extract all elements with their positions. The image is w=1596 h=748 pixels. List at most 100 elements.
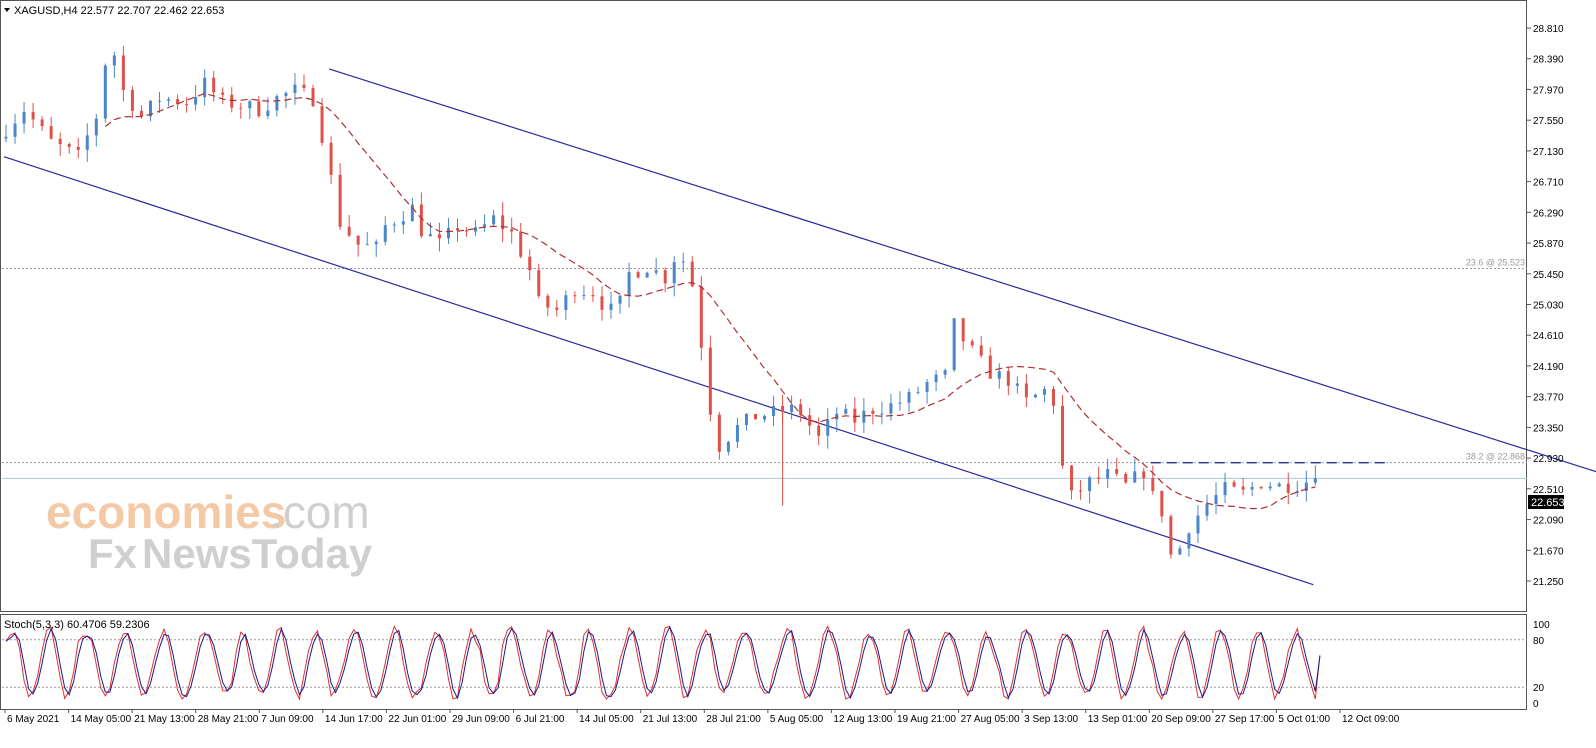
time-tick-label: 29 Jun 09:00: [452, 714, 510, 725]
price-tick-label: 22.510: [1533, 485, 1564, 496]
time-tick-label: 27 Sep 17:00: [1215, 714, 1275, 725]
candle: [1106, 458, 1110, 489]
candle: [58, 132, 62, 157]
lower-channel-line: [3, 156, 1314, 586]
candle: [1268, 481, 1272, 491]
time-tick-label: 21 Jul 13:00: [643, 714, 698, 725]
candle: [85, 123, 89, 162]
stoch-tick-label: 80: [1533, 636, 1545, 647]
candle: [528, 249, 532, 281]
fib-level-label: 38.2 @ 22.868: [1466, 452, 1525, 462]
stoch-plot-frame: [0, 614, 1527, 710]
fib-level-label: 23.6 @ 25.523: [1466, 257, 1525, 267]
price-tick-label: 26.290: [1533, 208, 1564, 219]
candle: [365, 232, 369, 246]
time-tick-label: 22 Jun 01:00: [388, 714, 446, 725]
candle: [1205, 494, 1209, 521]
candle: [76, 137, 80, 159]
candle: [329, 136, 333, 184]
candle: [40, 116, 44, 131]
candle: [1313, 465, 1317, 486]
candle: [401, 211, 405, 234]
time-tick-label: 14 May 05:00: [71, 714, 132, 725]
candle: [347, 215, 351, 238]
candle: [1115, 457, 1119, 477]
price-tick-label: 28.810: [1533, 24, 1564, 35]
candle: [1133, 458, 1137, 484]
candle: [772, 395, 776, 427]
candle: [392, 221, 396, 233]
time-tick-label: 6 May 2021: [7, 714, 60, 725]
candle: [112, 51, 116, 78]
candle: [1214, 482, 1218, 515]
candle: [708, 335, 712, 422]
time-tick-label: 12 Aug 13:00: [833, 714, 892, 725]
candle: [808, 407, 812, 436]
main-plot-frame: [0, 0, 1527, 612]
candle: [1241, 478, 1245, 496]
stoch-main-line: [5, 625, 1321, 701]
candle: [979, 336, 983, 358]
candle: [67, 142, 71, 154]
candle: [1232, 479, 1236, 488]
candle: [437, 222, 441, 252]
candle: [853, 397, 857, 432]
candle: [943, 368, 947, 379]
watermark-newstoday: NewsToday: [142, 530, 373, 577]
price-tick-label: 25.870: [1533, 239, 1564, 250]
candle: [1169, 514, 1173, 559]
candle: [537, 263, 541, 299]
candle: [835, 407, 839, 432]
candle: [1088, 475, 1092, 504]
candle: [591, 286, 595, 302]
candle: [627, 262, 631, 308]
candle: [1079, 479, 1083, 500]
candle: [582, 285, 586, 300]
candle: [356, 235, 360, 257]
candle: [519, 222, 523, 259]
candle: [645, 271, 649, 278]
candle: [302, 74, 306, 92]
candle: [428, 222, 432, 237]
stoch-signal-line: [5, 625, 1321, 700]
time-tick-label: 14 Jul 05:00: [579, 714, 634, 725]
candle: [555, 300, 559, 317]
candle: [1277, 482, 1281, 488]
candle: [194, 85, 198, 111]
candle: [934, 370, 938, 392]
time-tick-label: 28 May 21:00: [198, 714, 259, 725]
time-tick-label: 19 Aug 21:00: [897, 714, 956, 725]
candle: [952, 318, 956, 372]
candle: [636, 270, 640, 279]
stoch-tick-label: 100: [1533, 620, 1550, 631]
candle: [925, 379, 929, 404]
candle: [799, 398, 803, 422]
dropdown-triangle-icon[interactable]: [4, 8, 10, 12]
watermark: economies .com Fx NewsToday: [46, 486, 373, 577]
candle: [907, 388, 911, 412]
stoch-header: Stoch(5,3,3) 60.4706 59.2306: [4, 619, 150, 631]
price-tick-label: 24.610: [1533, 331, 1564, 342]
price-tick-label: 23.770: [1533, 393, 1564, 404]
time-tick-label: 21 May 13:00: [134, 714, 195, 725]
candle: [1250, 481, 1254, 497]
candle: [293, 72, 297, 105]
candle: [311, 84, 315, 108]
candle: [130, 86, 134, 119]
candle: [167, 97, 171, 107]
candle: [970, 338, 974, 349]
candle: [22, 102, 26, 134]
time-tick-label: 12 Oct 09:00: [1342, 714, 1400, 725]
candle: [501, 202, 505, 243]
candle: [1160, 490, 1164, 523]
candles: [4, 45, 1317, 559]
candle: [158, 91, 162, 113]
time-tick-label: 28 Jul 21:00: [706, 714, 761, 725]
candle: [699, 275, 703, 361]
candle: [717, 411, 721, 460]
symbol-header: XAGUSD,H4 22.577 22.707 22.462 22.653: [14, 5, 224, 17]
candle: [790, 395, 794, 420]
price-tick-label: 25.450: [1533, 270, 1564, 281]
candle: [483, 214, 487, 232]
